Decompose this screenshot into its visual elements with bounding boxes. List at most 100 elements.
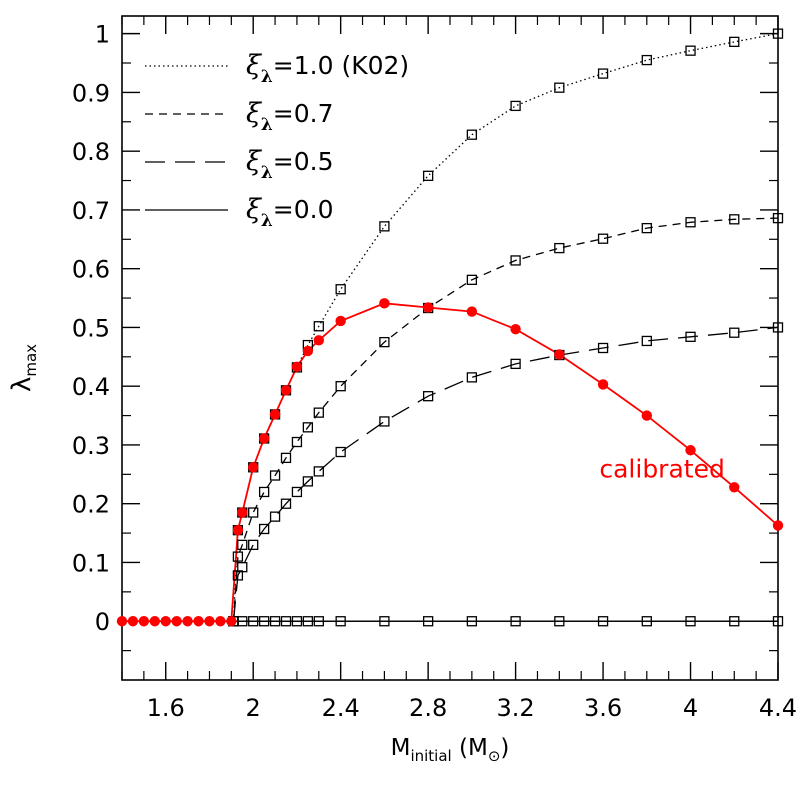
x-axis-label-main: M xyxy=(391,735,411,761)
data-point-calibrated xyxy=(335,315,346,327)
data-point-square xyxy=(258,616,270,627)
data-point-square xyxy=(237,562,248,573)
series-markers-layer xyxy=(116,28,784,627)
annotation-calibrated: calibrated xyxy=(599,454,724,483)
data-point-calibrated xyxy=(116,616,128,627)
data-point-square xyxy=(291,436,303,448)
data-point-square xyxy=(335,446,346,458)
data-point-square xyxy=(510,616,521,627)
data-point-square xyxy=(510,100,521,112)
data-point-calibrated xyxy=(215,616,226,627)
y-tick-label: 0.4 xyxy=(72,373,110,401)
data-point-square xyxy=(269,470,281,481)
data-point-calibrated xyxy=(182,616,193,627)
data-point-square xyxy=(554,82,565,93)
data-point-square xyxy=(248,539,259,550)
data-point-square xyxy=(641,222,652,234)
data-point-calibrated xyxy=(160,616,171,627)
series-line xyxy=(232,217,779,622)
legend-label: ξλ=0.5 xyxy=(246,146,334,183)
legend-label: ξλ=0.7 xyxy=(246,98,334,135)
data-point-square xyxy=(729,214,740,225)
data-point-square xyxy=(291,616,303,627)
data-point-square xyxy=(466,616,478,627)
data-point-square xyxy=(685,331,696,342)
data-point-square xyxy=(554,242,565,254)
data-point-square xyxy=(597,233,609,244)
data-point-square xyxy=(729,616,740,627)
data-point-calibrated xyxy=(237,507,248,518)
data-point-square xyxy=(379,416,390,427)
data-point-calibrated xyxy=(258,433,270,444)
data-point-square xyxy=(729,36,740,48)
legend-label-greek: ξ xyxy=(246,98,262,129)
data-point-square xyxy=(248,616,259,627)
data-point-calibrated xyxy=(422,302,434,313)
data-point-calibrated xyxy=(597,379,609,390)
data-point-calibrated xyxy=(149,616,160,627)
data-point-calibrated xyxy=(554,349,565,360)
x-axis-label: Minitial (M⊙) xyxy=(391,735,510,765)
x-axis-label-unit-symbol: ⊙ xyxy=(488,747,501,765)
legend-label-value: =0.7 xyxy=(273,99,334,128)
data-point-square xyxy=(422,616,434,627)
data-point-calibrated xyxy=(772,520,784,531)
data-point-square xyxy=(302,422,314,433)
data-point-square xyxy=(772,322,784,333)
data-point-square xyxy=(597,616,609,627)
y-tick-label: 0.6 xyxy=(72,256,110,284)
legend-label-value: =0.5 xyxy=(273,147,334,176)
data-point-square xyxy=(335,284,346,295)
x-tick-label: 2.4 xyxy=(322,694,360,722)
data-point-calibrated xyxy=(127,616,139,627)
legend-label-greek: ξ xyxy=(246,146,262,177)
legend-label: ξλ=1.0 (K02) xyxy=(246,50,409,87)
data-point-square xyxy=(258,523,270,535)
data-point-square xyxy=(466,372,478,383)
data-point-calibrated xyxy=(269,409,281,420)
x-tick-label: 3.6 xyxy=(584,694,622,722)
y-tick-label: 0 xyxy=(95,608,110,636)
series-line xyxy=(232,32,779,622)
x-axis-label-unit-open: (M xyxy=(452,735,488,761)
series-lines-layer xyxy=(122,32,779,623)
data-point-square xyxy=(280,616,292,627)
data-point-calibrated xyxy=(641,410,652,421)
data-point-square xyxy=(466,274,478,285)
axes-frame-layer xyxy=(121,15,779,681)
data-point-square xyxy=(772,28,784,39)
legend: ξλ=1.0 (K02)ξλ=0.7ξλ=0.5ξλ=0.0 xyxy=(145,50,409,231)
data-point-square xyxy=(510,255,521,266)
legend-label-sub: λ xyxy=(261,163,273,183)
data-point-calibrated xyxy=(280,385,292,396)
data-point-calibrated xyxy=(729,482,740,493)
y-axis-label-main: λ xyxy=(7,377,37,392)
data-point-square xyxy=(269,616,281,627)
data-point-calibrated xyxy=(226,616,237,627)
legend-label-greek: ξ xyxy=(246,50,262,81)
x-tick-label: 4 xyxy=(683,694,698,722)
data-point-square xyxy=(335,381,346,392)
tick-labels-layer: 1.6 2 2.4 2.8 3.2 3.6 4 4.4 0 0.1 0.2 0.3 0.4 0.5 0.6 0… xyxy=(72,21,797,722)
data-point-square xyxy=(291,486,303,498)
x-tick-label: 4.4 xyxy=(759,694,797,722)
data-point-square xyxy=(772,212,784,224)
data-point-calibrated xyxy=(248,462,259,473)
data-point-square xyxy=(248,507,259,518)
data-point-square xyxy=(313,616,324,627)
x-axis-label-unit-close: ) xyxy=(500,735,509,761)
legend-label-sub: λ xyxy=(261,211,273,231)
data-point-square xyxy=(269,511,281,522)
y-tick-label: 0.9 xyxy=(72,79,110,107)
data-point-square xyxy=(597,342,609,354)
data-point-square xyxy=(280,452,292,464)
data-point-square xyxy=(237,616,248,627)
data-point-calibrated xyxy=(204,616,215,627)
x-tick-label: 1.6 xyxy=(147,694,185,722)
data-point-square xyxy=(510,358,521,370)
legend-label-greek: ξ xyxy=(246,194,262,225)
data-point-square xyxy=(466,129,478,140)
y-axis-label: λmax xyxy=(7,344,40,392)
data-point-square xyxy=(302,616,314,627)
data-point-square xyxy=(641,616,652,627)
